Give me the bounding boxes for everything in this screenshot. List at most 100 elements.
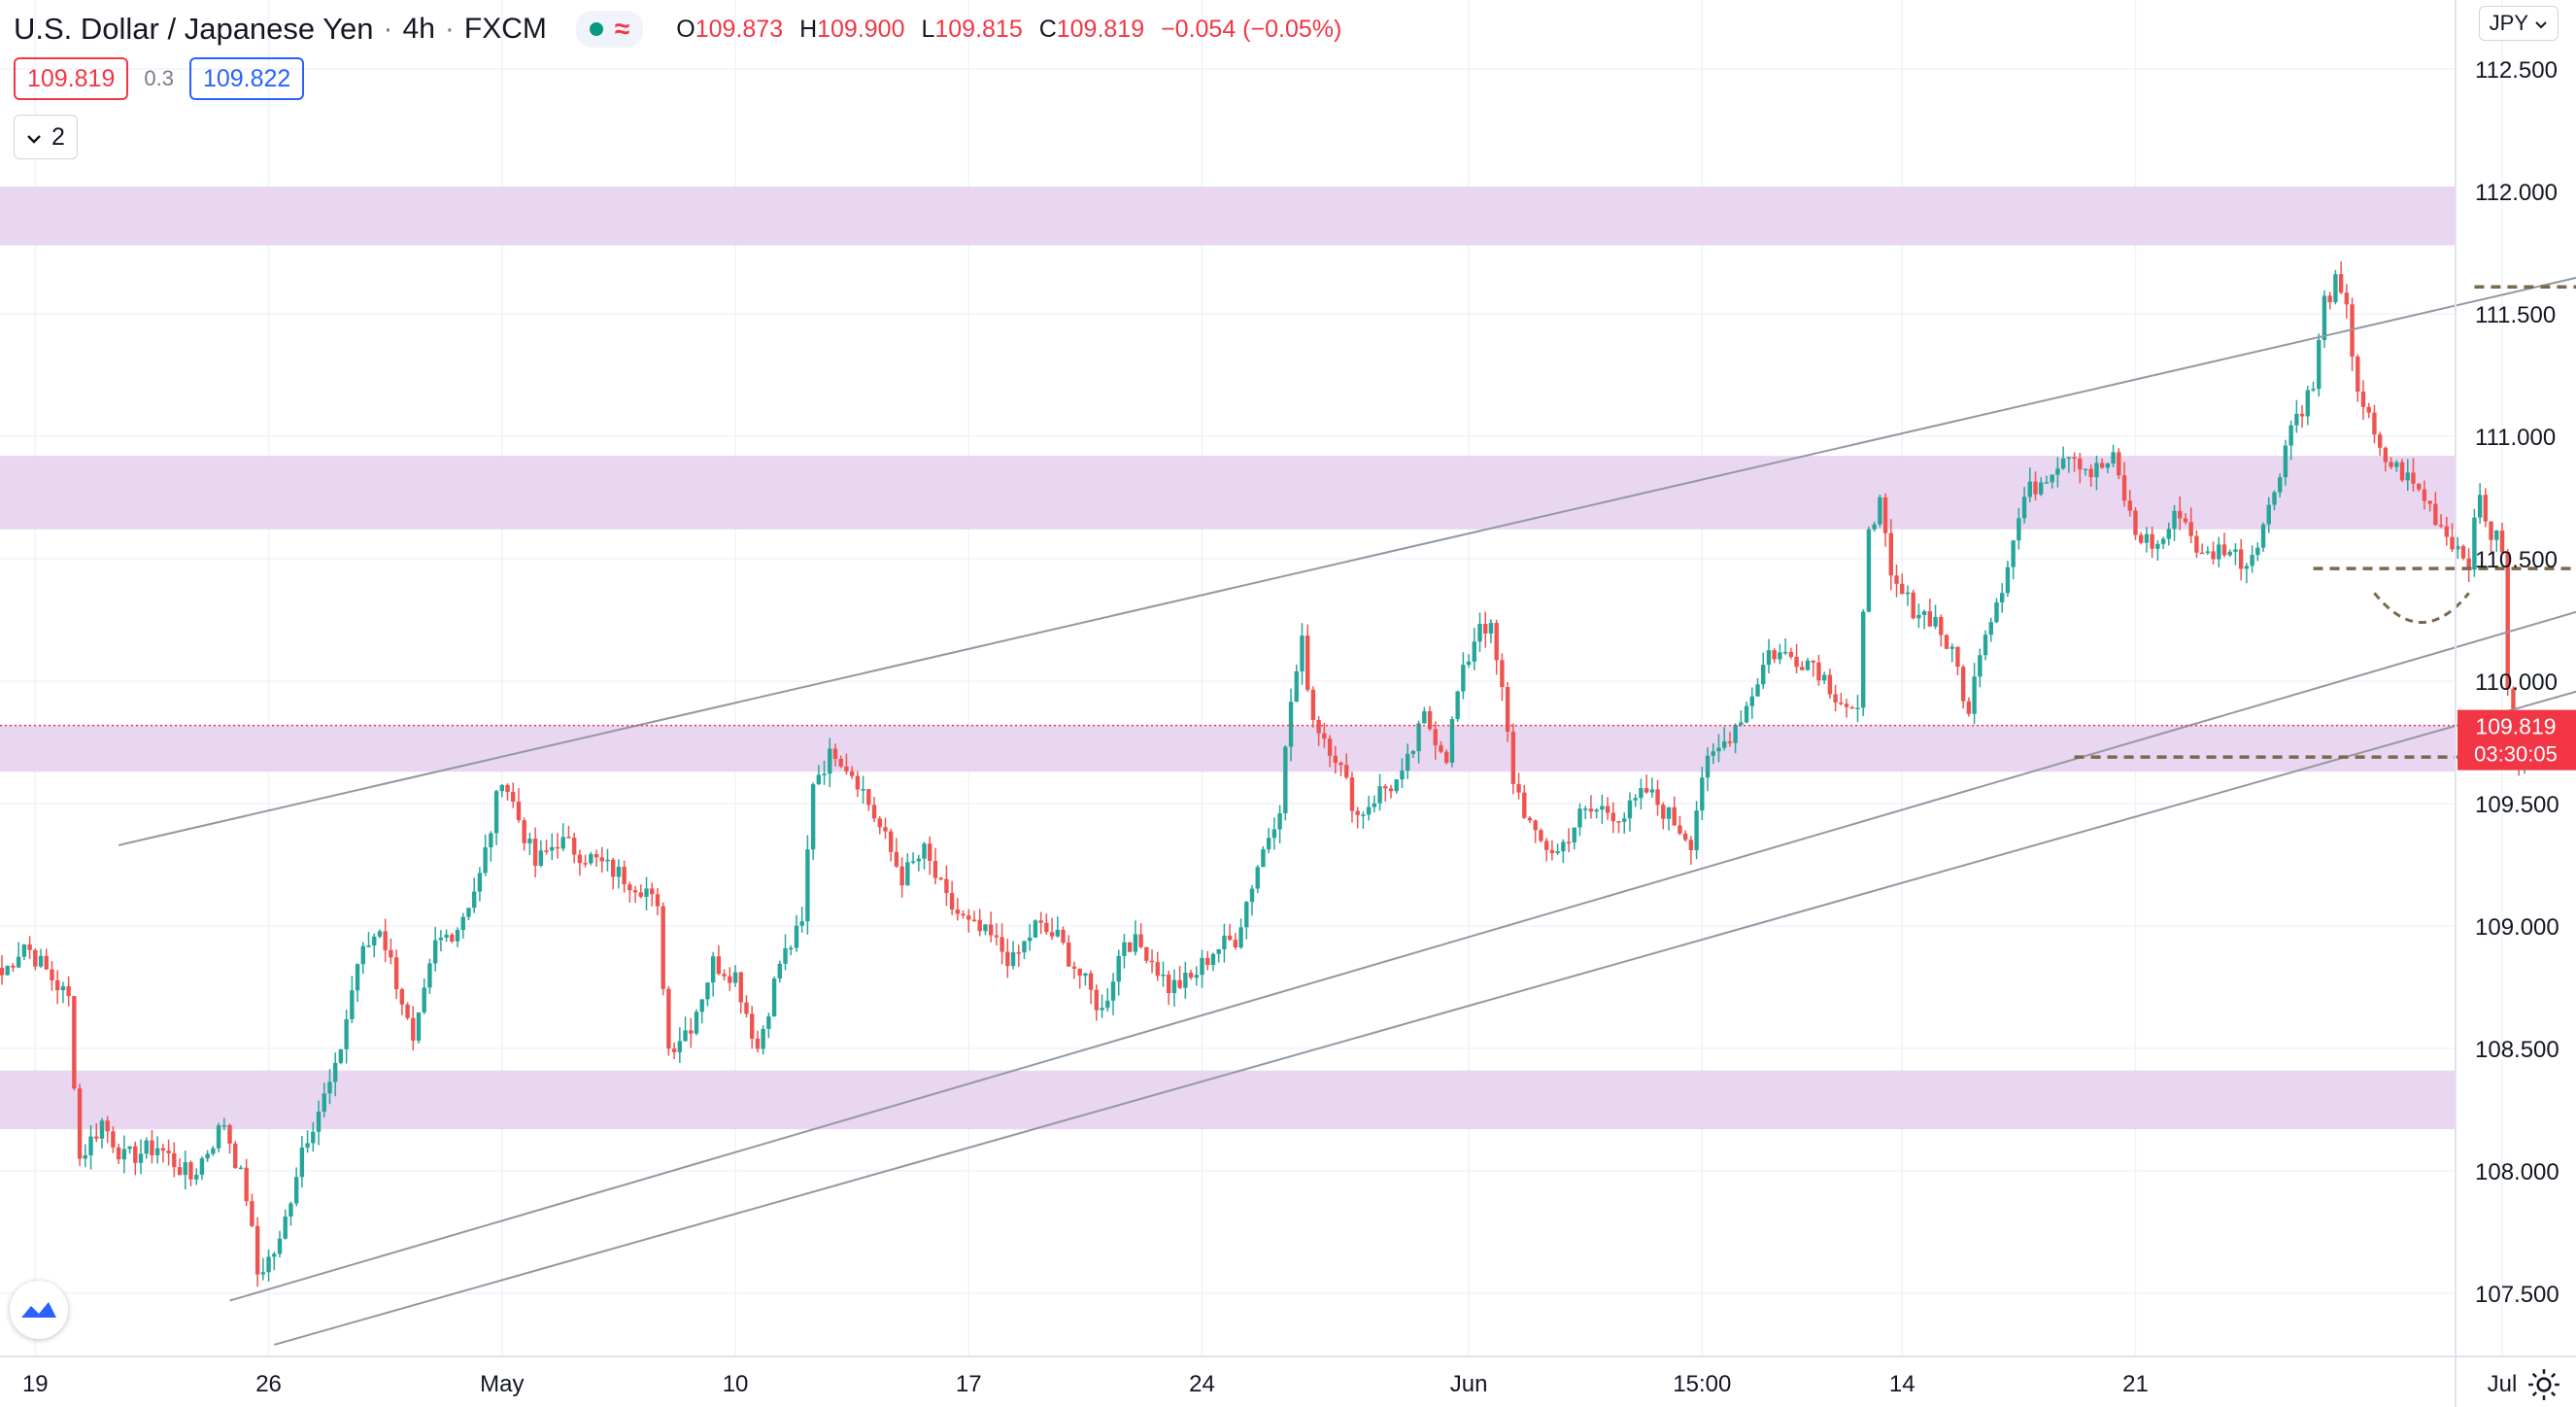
trendline: [229, 610, 2576, 1302]
last-price-marker: 109.819 03:30:05: [0, 709, 2576, 771]
candle-body: [1622, 818, 1627, 822]
buy-button[interactable]: 109.822: [188, 57, 305, 100]
candle-body: [1861, 611, 1866, 708]
candle-body: [1339, 763, 1343, 766]
candle-body: [1566, 841, 1572, 843]
candle-body: [777, 963, 782, 979]
candle-body: [755, 1038, 761, 1049]
candle-body: [566, 837, 571, 839]
gear-icon[interactable]: [2525, 1366, 2562, 1403]
candle-body: [799, 921, 804, 926]
candle-body: [677, 1041, 683, 1052]
currency-label: JPY: [2489, 11, 2528, 35]
candle-body: [555, 846, 560, 849]
candle-body: [638, 892, 643, 897]
candle-body: [1171, 979, 1177, 994]
candle-body: [277, 1238, 283, 1254]
candle-body: [2150, 533, 2154, 549]
candle-body: [2477, 495, 2483, 518]
indicators-toggle[interactable]: 2: [14, 115, 78, 159]
candle-body: [550, 846, 555, 851]
candle-body: [1772, 650, 1777, 660]
candle-body: [238, 1167, 244, 1170]
candle-body: [233, 1143, 238, 1168]
candle-body: [1522, 792, 1527, 818]
candle-body: [1266, 838, 1271, 850]
candle-body: [1788, 651, 1794, 657]
candle-body: [971, 919, 977, 921]
indicator-count: 2: [51, 122, 65, 151]
candle-body: [1216, 948, 1221, 954]
candle-body: [1067, 943, 1071, 967]
candle-body: [1238, 927, 1243, 948]
candle-body: [1349, 777, 1355, 811]
candle-body: [66, 985, 71, 997]
candle-body: [2244, 566, 2250, 569]
candle-body: [1821, 674, 1827, 681]
candle-body: [399, 989, 405, 1005]
candle-body: [2255, 547, 2260, 556]
y-tick-label: 112.500: [2475, 57, 2558, 84]
currency-selector[interactable]: JPY: [2478, 6, 2559, 41]
candle-body: [1322, 733, 1327, 739]
close-value: 109.819: [1056, 15, 1145, 43]
candle-body: [1377, 786, 1382, 804]
candle-body: [1127, 942, 1133, 952]
candle-body: [2305, 390, 2310, 417]
candle-body: [1439, 745, 1443, 752]
candle-body: [1110, 981, 1116, 1001]
candle-body: [1577, 808, 1582, 828]
candle-body: [838, 759, 843, 767]
candle-body: [994, 935, 1000, 938]
tradingview-logo-icon[interactable]: [10, 1281, 68, 1339]
candle-body: [1805, 660, 1811, 670]
ohlc-values: O109.873 H109.900 L109.815 C109.819 −0.0…: [676, 15, 1342, 43]
candle-body: [127, 1146, 132, 1150]
candle-body: [432, 940, 438, 964]
candle-body: [794, 925, 799, 948]
candle-body: [805, 849, 810, 922]
sell-button[interactable]: 109.819: [14, 57, 129, 100]
candle-body: [1194, 975, 1199, 978]
candle-body: [955, 909, 961, 914]
candle-body: [1088, 973, 1094, 990]
candle-body: [1855, 707, 1860, 709]
interval-label[interactable]: 4h: [402, 13, 435, 45]
candle-body: [2399, 462, 2405, 481]
candle-body: [1700, 777, 1705, 811]
candle-body: [1866, 529, 1872, 612]
candle-body: [1210, 953, 1216, 966]
candle-body: [2099, 463, 2105, 468]
green-dot-icon: [589, 22, 603, 36]
candle-body: [2160, 538, 2166, 544]
candle-body: [1472, 641, 1476, 662]
candle-body: [599, 857, 604, 862]
candle-body: [1905, 592, 1911, 595]
candle-body: [2072, 457, 2077, 459]
candle-body: [1933, 617, 1938, 627]
candle-body: [1972, 676, 1977, 714]
candle-body: [1978, 655, 1983, 677]
candle-body: [2433, 503, 2438, 526]
candle-body: [571, 838, 577, 855]
candle-body: [789, 947, 794, 950]
candle-body: [1183, 973, 1188, 988]
candle-body: [160, 1148, 166, 1151]
candle-body: [1594, 809, 1599, 812]
candle-body: [1960, 667, 1966, 702]
market-status-pill[interactable]: ≈: [575, 11, 644, 48]
candle-body: [2422, 489, 2427, 501]
y-tick-label: 110.500: [2475, 547, 2558, 573]
candle-body: [1694, 810, 1699, 850]
candle-body: [288, 1203, 293, 1217]
candle-body: [2360, 392, 2366, 407]
candle-body: [1116, 955, 1121, 982]
candle-body: [761, 1028, 765, 1049]
candle-body: [2205, 551, 2211, 553]
candle-body: [2411, 472, 2416, 484]
candle-body: [1488, 623, 1494, 635]
candle-body: [1000, 937, 1004, 952]
symbol-name[interactable]: U.S. Dollar / Japanese Yen: [14, 12, 374, 46]
